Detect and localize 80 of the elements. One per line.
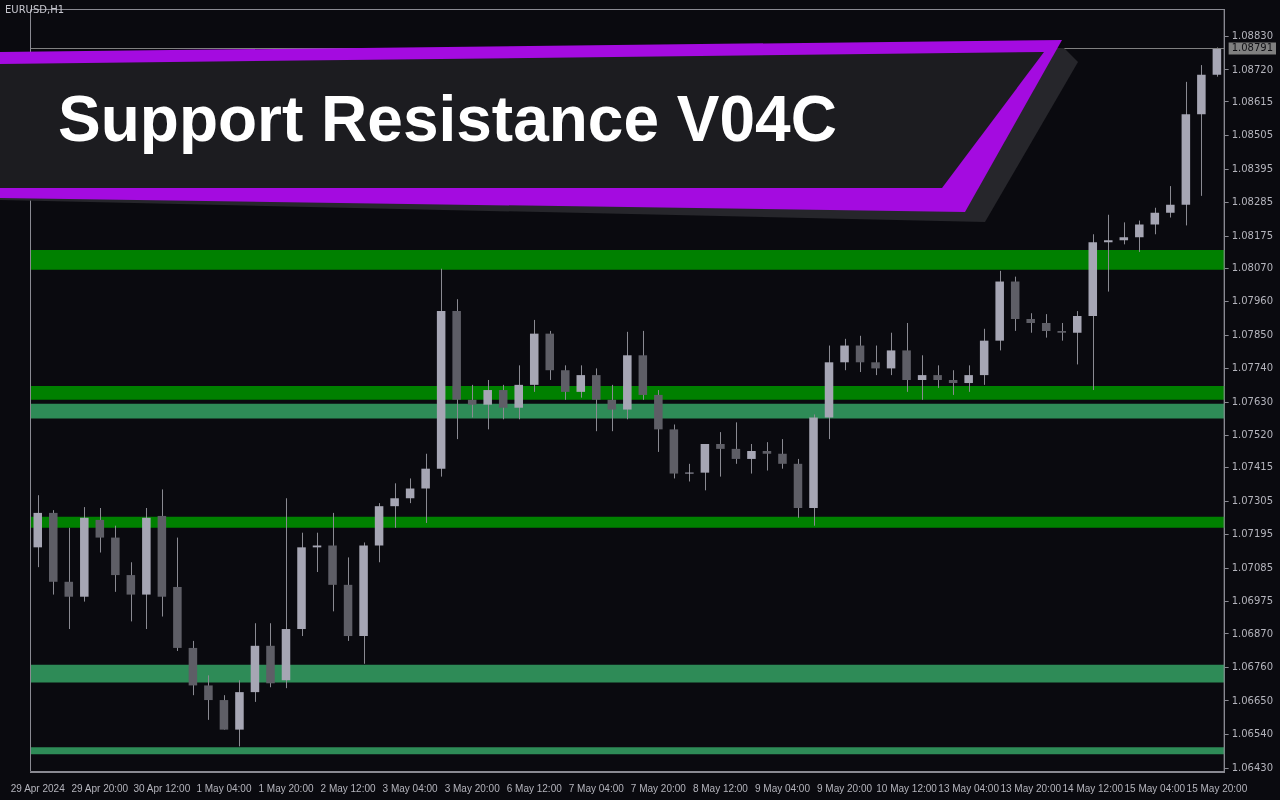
x-tick-label: 13 May 04:00 (938, 782, 1000, 794)
x-tick-label: 13 May 20:00 (1000, 782, 1062, 794)
candlestick (778, 438, 787, 470)
x-tick-label: 15 May 20:00 (1186, 782, 1248, 794)
candlestick (95, 507, 105, 554)
y-tick-label: 1.07960 (1231, 295, 1274, 307)
x-tick-label: 8 May 12:00 (692, 782, 749, 794)
x-tick-label: 1 May 20:00 (258, 782, 314, 794)
y-tick-label: 1.06540 (1231, 728, 1274, 740)
candlestick (561, 364, 570, 401)
x-tick-label: 10 May 12:00 (876, 782, 938, 794)
candlestick (1150, 207, 1160, 235)
candlestick (421, 453, 430, 524)
ref-line-label: 1.08791 (1231, 42, 1274, 54)
candlestick (886, 332, 896, 376)
candlestick (933, 364, 942, 389)
y-tick-label: 1.06650 (1231, 694, 1274, 706)
candlestick (483, 379, 492, 430)
candlestick (762, 441, 772, 472)
candlestick (1026, 312, 1035, 334)
y-tick-label: 1.07085 (1231, 561, 1274, 573)
candlestick (716, 431, 725, 478)
candlestick (1119, 221, 1129, 245)
y-tick-label: 1.07740 (1231, 362, 1274, 374)
candlestick (855, 335, 865, 373)
candlestick (390, 482, 399, 529)
x-tick-label: 1 May 04:00 (196, 782, 252, 794)
candlestick (498, 384, 508, 420)
candlestick (607, 384, 617, 432)
y-tick-label: 1.08070 (1231, 261, 1274, 273)
candlestick (64, 527, 74, 630)
y-tick-label: 1.08830 (1231, 30, 1274, 42)
candlestick (126, 561, 136, 622)
x-tick-label: 7 May 20:00 (630, 782, 687, 794)
candlestick (1072, 310, 1082, 365)
x-tick-label: 29 Apr 2024 (10, 782, 66, 794)
candlestick (576, 364, 586, 399)
x-tick-label: 3 May 04:00 (382, 782, 439, 794)
candlestick (1166, 185, 1175, 219)
y-tick-label: 1.08175 (1231, 229, 1274, 241)
y-tick-label: 1.08505 (1231, 129, 1274, 141)
y-tick-label: 1.08615 (1231, 95, 1274, 107)
chart-subtitle: EURUSD,H1 (5, 4, 65, 15)
candlestick (747, 443, 756, 475)
x-tick-label: 6 May 12:00 (506, 782, 563, 794)
y-tick-label: 1.08285 (1231, 196, 1274, 208)
candlestick (840, 338, 849, 371)
x-tick-label: 9 May 04:00 (754, 782, 811, 794)
text: Support Resistance V04C (58, 82, 837, 156)
x-tick-label: 15 May 04:00 (1124, 782, 1186, 794)
y-tick-label: 1.07195 (1231, 528, 1274, 540)
y-tick-label: 1.08720 (1231, 63, 1274, 75)
x-tick-label: 9 May 20:00 (817, 782, 873, 794)
candlestick (514, 364, 523, 420)
y-tick-label: 1.06430 (1231, 761, 1274, 773)
y-tick-label: 1.07415 (1231, 461, 1274, 473)
y-tick-label: 1.07520 (1231, 429, 1274, 441)
x-tick-label: 29 Apr 20:00 (71, 782, 129, 794)
candlestick (731, 421, 741, 465)
candlestick (467, 384, 477, 418)
candlestick (948, 369, 958, 396)
y-tick-label: 1.06870 (1231, 627, 1274, 639)
y-tick-label: 1.07630 (1231, 395, 1274, 407)
candlestick (1041, 313, 1051, 339)
x-tick-label: 30 Apr 12:00 (133, 782, 191, 794)
y-tick-label: 1.07305 (1231, 494, 1274, 506)
candlestick (917, 354, 927, 401)
candlestick (964, 364, 973, 393)
candlestick (871, 345, 880, 376)
candlestick (1104, 214, 1113, 293)
candlestick (1135, 220, 1144, 253)
x-tick-label: 2 May 12:00 (320, 782, 376, 794)
y-tick-label: 1.07850 (1231, 328, 1274, 340)
x-tick-label: 7 May 04:00 (568, 782, 625, 794)
y-tick-label: 1.06975 (1231, 595, 1274, 607)
y-tick-label: 1.08395 (1231, 162, 1274, 174)
candlestick (204, 674, 213, 721)
x-tick-label: 14 May 12:00 (1062, 782, 1124, 794)
x-tick-label: 3 May 20:00 (444, 782, 501, 794)
y-tick-label: 1.06760 (1231, 661, 1274, 673)
